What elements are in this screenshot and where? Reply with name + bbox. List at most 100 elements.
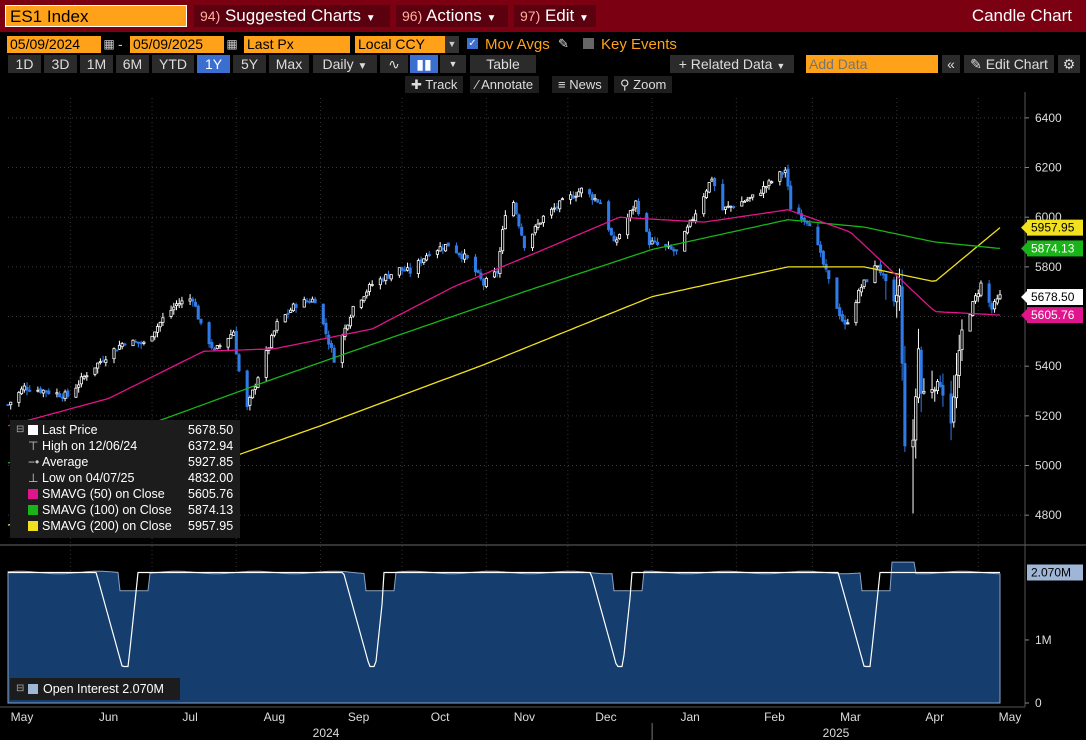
candle-body [723,206,728,210]
period-6m[interactable]: 6M [116,55,149,73]
price-tick-label: 6400 [1035,111,1062,125]
legend-row: ⊥ Low on 04/07/25 4832.00 [10,470,240,486]
candle-body [827,270,831,280]
price-tick-label: 6200 [1035,161,1062,175]
zoom-icon: ⚲ [620,77,630,92]
candle-body [142,341,146,344]
candle-body [229,334,233,339]
candle-body [859,286,863,293]
caret-down-icon[interactable]: ▼ [445,36,459,53]
year-label: 2024 [313,726,340,740]
mov-avgs-checkbox[interactable]: ✓ [467,38,478,49]
collapse-icon[interactable]: ⊟ [16,424,25,435]
gear-icon[interactable]: ⚙ [1058,55,1080,73]
frequency-select[interactable]: Daily ▼ [313,55,377,73]
chart-type-title: Candle Chart [971,6,1072,25]
candle-body [612,235,616,242]
candle-body [916,348,921,399]
month-label: Jan [680,710,699,724]
candle-body [441,247,445,250]
calendar-icon[interactable]: ▦ [103,37,115,51]
month-label: Apr [925,710,944,724]
related-data-button[interactable]: + Related Data ▼ [670,55,794,73]
period-3d[interactable]: 3D [44,55,77,73]
candle-body [403,269,407,272]
candle-body [60,396,64,399]
period-ytd[interactable]: YTD [152,55,194,73]
candle-body [626,217,630,236]
price-badge-pointer [1021,242,1027,255]
edit-menu[interactable]: 97) Edit ▼ [514,5,596,27]
ticker-input[interactable]: ES1 Index [5,5,187,27]
candle-body [150,335,154,342]
suggested-charts-menu[interactable]: 94) Suggested Charts ▼ [194,5,390,27]
actions-menu[interactable]: 96) Actions ▼ [396,5,508,27]
candle-body [503,215,507,230]
key-events-checkbox[interactable] [583,38,594,49]
track-tool[interactable]: ✚ Track [405,76,464,93]
candle-body [112,348,116,360]
candle-body [957,350,961,376]
menu-number: 96) [402,8,423,24]
start-date-input[interactable]: 05/09/2024 [7,36,101,53]
edit-chart-button[interactable]: ✎ Edit Chart [964,55,1054,73]
candle-body [522,235,526,249]
candle-body [933,389,937,392]
candle-body [85,375,89,378]
candle-body [650,240,654,245]
candle-body [215,345,219,350]
candle-body [990,303,994,310]
candle-body [218,345,222,348]
candle-chart-icon[interactable]: ▮▮ [410,55,438,73]
line-chart-icon[interactable]: ∿ [380,55,408,73]
candle-body [995,298,999,304]
edit-chart-label: Edit Chart [985,56,1048,72]
zoom-tool[interactable]: ⚲ Zoom [614,76,673,93]
end-date-input[interactable]: 05/09/2025 [130,36,224,53]
add-data-input[interactable] [806,55,938,73]
news-tool[interactable]: ≡ News [552,76,608,93]
candle-body [498,251,502,274]
calendar-icon[interactable]: ▦ [226,37,238,51]
period-1d[interactable]: 1D [8,55,41,73]
collapse-icon[interactable]: ⊟ [16,683,25,694]
candle-body [253,386,257,390]
candle-body [351,305,355,317]
menu-label: Actions [426,6,482,25]
pencil-icon[interactable]: ✎ [558,36,569,51]
crosshair-icon: ✚ [411,77,422,92]
month-label: Oct [431,710,450,724]
candle-body [892,279,896,302]
currency-select[interactable]: Local CCY [355,36,445,53]
collapse-icon[interactable]: « [942,55,960,73]
candle-body [778,171,782,182]
candle-body [139,342,143,345]
period-5y[interactable]: 5Y [233,55,266,73]
candle-body [786,168,790,187]
candle-body [28,389,32,392]
legend-label: SMAVG (100) on Close [42,503,172,517]
candle-body [531,233,535,249]
month-label: Dec [595,710,616,724]
period-max[interactable]: Max [269,55,309,73]
candle-body [577,191,581,197]
candle-body [669,246,673,250]
candle-body [865,279,869,283]
caret-down-icon[interactable]: ▼ [440,55,466,73]
candle-body [93,367,97,375]
candle-body [386,274,391,279]
price-field-select[interactable]: Last Px [244,36,350,53]
candle-body [974,295,978,302]
open-interest-line [8,571,1000,668]
month-label: Jul [182,710,197,724]
candle-body [17,392,21,403]
candle-body [767,180,771,186]
annotate-tool[interactable]: ∕ Annotate [470,76,540,93]
period-1m[interactable]: 1M [80,55,113,73]
legend-row: SMAVG (200) on Close 5957.95 [10,518,240,534]
table-button[interactable]: Table [470,55,536,73]
period-1y[interactable]: 1Y [197,55,230,73]
candle-body [381,278,385,282]
legend-label: SMAVG (200) on Close [42,519,172,533]
